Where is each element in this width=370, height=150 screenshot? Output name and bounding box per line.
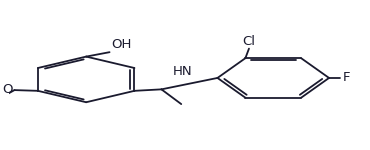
Text: O: O xyxy=(2,83,13,96)
Text: Cl: Cl xyxy=(242,35,255,48)
Text: F: F xyxy=(343,71,350,84)
Text: OH: OH xyxy=(111,38,132,51)
Text: HN: HN xyxy=(172,65,192,78)
